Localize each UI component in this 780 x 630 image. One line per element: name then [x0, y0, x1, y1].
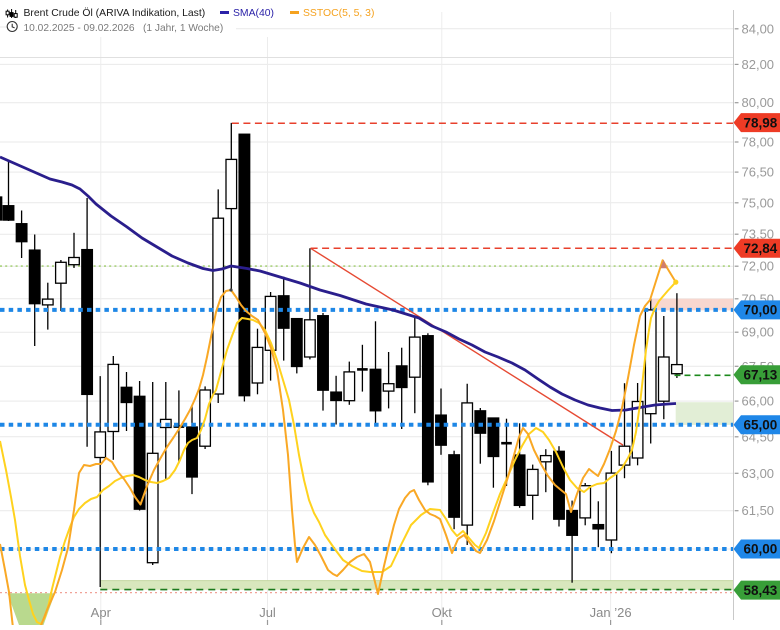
svg-text:80,00: 80,00	[742, 95, 775, 110]
svg-text:60,00: 60,00	[744, 542, 778, 557]
svg-text:76,50: 76,50	[742, 165, 775, 180]
svg-text:66,00: 66,00	[742, 394, 775, 409]
svg-text:67,13: 67,13	[744, 368, 778, 383]
svg-text:84,00: 84,00	[742, 21, 775, 36]
svg-text:82,00: 82,00	[742, 57, 775, 72]
svg-text:SSTOC(5, 5, 3): SSTOC(5, 5, 3)	[303, 8, 374, 19]
svg-text:72,00: 72,00	[742, 259, 775, 274]
svg-text:65,00: 65,00	[744, 418, 778, 433]
svg-text:72,84: 72,84	[744, 241, 778, 256]
svg-text:Jul: Jul	[259, 605, 276, 620]
svg-text:Okt: Okt	[432, 605, 453, 620]
svg-text:78,98: 78,98	[744, 115, 778, 130]
svg-text:70,00: 70,00	[744, 303, 778, 318]
svg-text:69,00: 69,00	[742, 325, 775, 340]
svg-text:75,00: 75,00	[742, 195, 775, 210]
svg-text:73,50: 73,50	[742, 227, 775, 242]
svg-text:Apr: Apr	[91, 605, 112, 620]
svg-text:Jan ’26: Jan ’26	[590, 605, 632, 620]
svg-text:SMA(40): SMA(40)	[233, 8, 274, 19]
svg-text:78,00: 78,00	[742, 135, 775, 150]
svg-text:10.02.2025 - 09.02.2026 (1 J: 10.02.2025 - 09.02.2026 (1 Jahr, 1 Woche…	[24, 23, 224, 34]
svg-text:63,00: 63,00	[742, 466, 775, 481]
svg-text:58,43: 58,43	[744, 583, 778, 598]
svg-text:Brent Crude Öl (ARIVA Indikati: Brent Crude Öl (ARIVA Indikation, Last)	[24, 7, 206, 19]
svg-text:61,50: 61,50	[742, 503, 775, 518]
